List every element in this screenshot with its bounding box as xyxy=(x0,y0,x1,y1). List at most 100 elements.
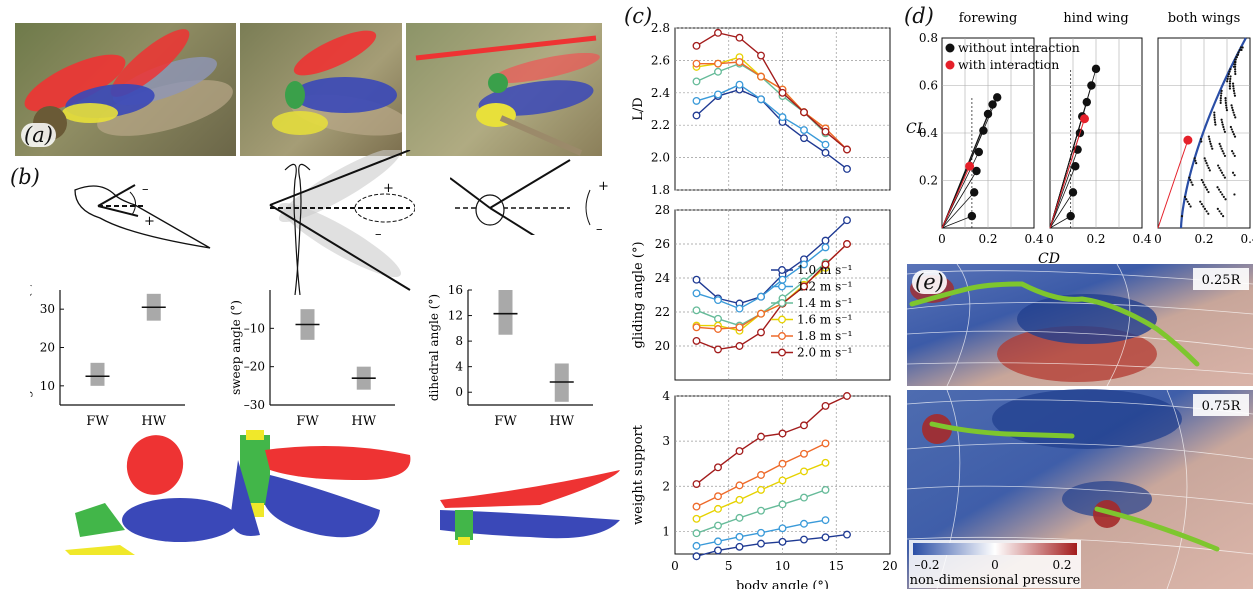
incidence-diagram: – + xyxy=(74,182,211,249)
d-cloud-point xyxy=(1211,147,1214,150)
d-point-forewing xyxy=(983,109,993,119)
d-interaction-point-forewing xyxy=(965,161,975,171)
c-point xyxy=(800,126,808,135)
c-point xyxy=(714,90,722,99)
d-cloud-point xyxy=(1193,157,1196,160)
d-cloud-point xyxy=(1204,186,1207,189)
d-cloud-point xyxy=(1213,121,1217,124)
d-point-hindwing xyxy=(1091,64,1101,74)
c-point xyxy=(843,392,851,400)
c-point xyxy=(735,495,744,504)
d-cloud-point xyxy=(1228,87,1232,90)
d-cloud-point xyxy=(1233,174,1236,177)
d-cloud-point xyxy=(1226,80,1229,83)
panel-label-c: (c) xyxy=(624,4,653,28)
c-legend-label-3: 1.6 m s⁻¹ xyxy=(797,313,852,327)
c-point xyxy=(800,535,808,544)
d-cloud-point xyxy=(1207,166,1210,170)
d-cloud-point xyxy=(1227,72,1230,76)
c-point xyxy=(692,480,701,488)
c-point xyxy=(714,325,722,333)
d-xtick-label: 0.2 xyxy=(1086,232,1105,246)
d-cloud-point xyxy=(1223,130,1227,133)
d-cloud-point xyxy=(1205,210,1208,213)
c-point xyxy=(778,88,787,97)
c-point xyxy=(714,537,722,546)
d-panel-title-1: hind wing xyxy=(1063,11,1128,26)
photo-1: (a) xyxy=(15,23,236,156)
c-ylabel-2: weight support xyxy=(631,424,646,525)
d-cloud-point xyxy=(1205,162,1208,165)
c-point xyxy=(778,500,787,509)
c-point xyxy=(821,260,830,269)
c-point xyxy=(735,447,744,456)
d-cloud-point xyxy=(1213,111,1216,114)
d-ray xyxy=(1049,166,1076,229)
c-point xyxy=(757,506,765,515)
d-point-hindwing xyxy=(1066,211,1075,221)
c-point xyxy=(757,309,765,318)
d-cloud-point xyxy=(1202,205,1205,208)
d-point-hindwing xyxy=(1071,162,1080,171)
c-chart-2: 1 2 3 4 weight support 0 5 10 15 20 body angle (°) xyxy=(631,389,898,589)
d-cloud-point xyxy=(1217,164,1220,167)
c-point xyxy=(778,275,787,284)
d-ray xyxy=(1049,68,1097,229)
d-cloud-point xyxy=(1217,188,1221,191)
c-point xyxy=(757,485,765,494)
c-point xyxy=(692,502,701,511)
panel-label-e: (e) xyxy=(912,270,947,294)
d-ray xyxy=(941,215,973,229)
d-point-forewing xyxy=(993,93,1002,102)
d-cloud-point xyxy=(1234,68,1237,71)
c-point xyxy=(692,111,701,120)
d-xtick-label: 0 xyxy=(1046,232,1054,246)
d-cloud-point xyxy=(1225,104,1228,107)
pressure-fields: 0.25R 0.75R –0.2 0 0.2 non-dimensional p… xyxy=(907,264,1253,589)
d-cloud-point xyxy=(1208,169,1211,172)
b-xtick-fw-incidence: FW xyxy=(86,414,109,425)
d-cloud-point xyxy=(1229,68,1232,71)
d-interaction-point-bothwings xyxy=(1183,135,1193,145)
sweep-diagram: + – xyxy=(269,150,415,295)
d-cloud-point xyxy=(1189,205,1192,208)
d-panel-2: both wings 0 0.2 0.4 xyxy=(1154,11,1253,246)
d-cloud-point xyxy=(1205,188,1209,191)
d-cloud-point xyxy=(1218,142,1221,145)
c-point xyxy=(821,243,830,252)
b-tick-label-dihedral: 0 xyxy=(455,385,463,399)
c-legend-label-5: 2.0 m s⁻¹ xyxy=(797,346,852,360)
d-cloud-point xyxy=(1186,200,1189,203)
d-cloud-point xyxy=(1220,92,1223,95)
d-panel-1: hind wing 0 0.2 0.4 xyxy=(1046,11,1152,246)
d-cloud-point xyxy=(1231,109,1234,112)
c-point xyxy=(778,459,787,468)
d-xtick-label: 0.4 xyxy=(1240,232,1253,246)
d-cloud-point xyxy=(1220,89,1223,92)
c-ytick-label: 22 xyxy=(655,305,670,319)
d-cloud-point xyxy=(1218,166,1221,170)
c-point xyxy=(800,493,808,502)
d-cloud-point xyxy=(1201,181,1205,184)
b-ylabel-sweep: sweep angle (°) xyxy=(229,300,243,395)
c-point xyxy=(800,467,808,476)
c-point xyxy=(757,292,765,301)
c-xtick-label: 0 xyxy=(671,559,679,573)
d-cloud-point xyxy=(1233,135,1237,138)
d-cloud-point xyxy=(1228,84,1231,88)
c-xtick-label: 10 xyxy=(775,559,790,573)
c-point xyxy=(692,552,701,561)
photo-2 xyxy=(240,23,402,156)
d-cloud-point xyxy=(1226,77,1229,80)
panel-label-d: (d) xyxy=(904,4,934,28)
d-cloud-point xyxy=(1206,164,1209,167)
d-point-forewing xyxy=(970,188,979,197)
panel-label-b: (b) xyxy=(10,165,40,189)
c-point xyxy=(757,328,765,337)
c-legend-marker-3 xyxy=(778,315,786,324)
b-plot-incidence: 10 20 30 FW HW angle of incidence (°) xyxy=(30,285,185,425)
d-cloud-point xyxy=(1200,178,1203,182)
d-cloud-point xyxy=(1207,190,1210,194)
d-panel-0: forewing 0 0.2 0.4 xyxy=(938,11,1044,246)
d-interaction-ray-hindwing xyxy=(1049,118,1085,229)
